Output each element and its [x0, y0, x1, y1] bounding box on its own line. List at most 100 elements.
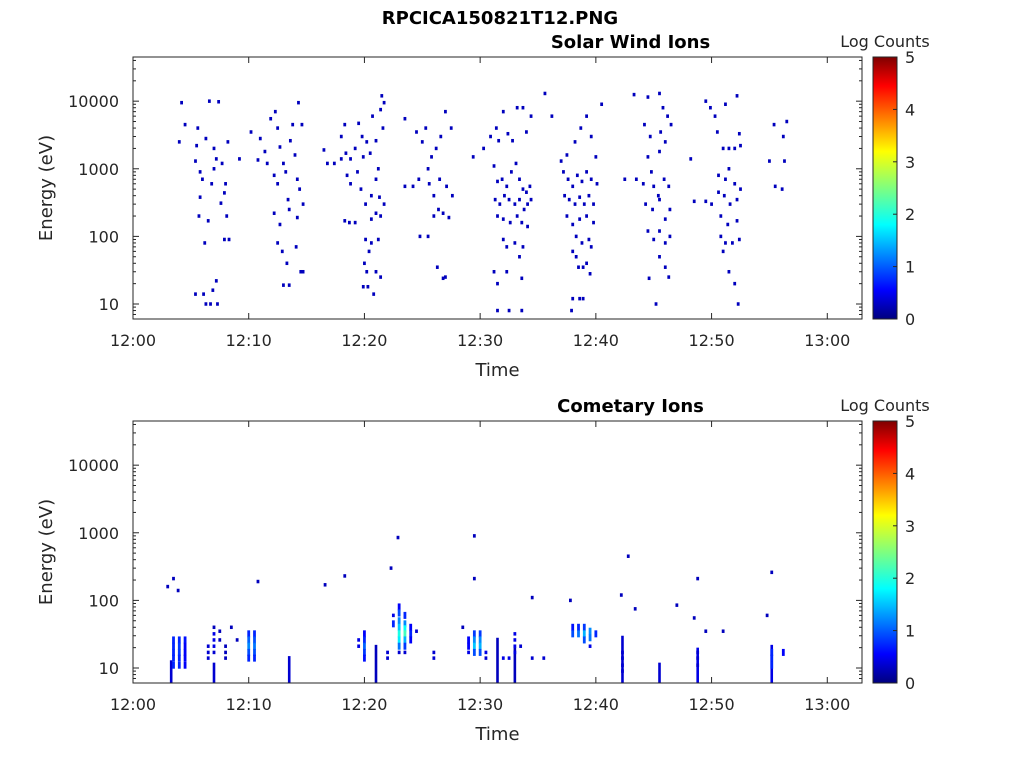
- count-cell: [675, 603, 679, 607]
- count-cell: [411, 184, 415, 189]
- count-cell: [515, 214, 519, 218]
- count-cell: [621, 663, 624, 667]
- count-cell: [449, 126, 453, 130]
- count-cell: [172, 642, 175, 650]
- count-cell: [737, 237, 741, 242]
- count-cell: [520, 220, 524, 225]
- count-cell: [658, 254, 661, 259]
- count-cell: [224, 656, 227, 660]
- count-cell: [646, 95, 650, 99]
- count-cell: [273, 109, 277, 114]
- count-cell: [647, 276, 651, 281]
- count-cell: [577, 630, 580, 638]
- count-cell: [415, 130, 418, 134]
- colorbar-label: Log Counts: [840, 396, 930, 415]
- count-cell: [472, 636, 476, 644]
- count-cell: [529, 197, 533, 202]
- count-cell: [386, 656, 389, 660]
- colorbar: [872, 56, 898, 320]
- solar-wind-ions-panel: 12:00 12:10 12:20 12:30 12:40 12:50 13:0010100…: [36, 32, 930, 381]
- count-cell: [432, 193, 436, 198]
- count-cell: [626, 554, 630, 558]
- count-cell: [374, 211, 378, 215]
- count-cell: [501, 656, 505, 660]
- count-cell: [496, 179, 499, 184]
- count-cell: [692, 199, 696, 204]
- count-cell: [403, 620, 407, 628]
- count-cell: [592, 202, 595, 206]
- count-cell: [493, 197, 497, 202]
- count-cell: [594, 630, 598, 638]
- count-cell: [249, 130, 253, 134]
- count-cell: [733, 281, 737, 286]
- count-cell: [353, 220, 357, 225]
- count-cell: [378, 195, 381, 199]
- y-tick-label: 1000: [78, 160, 119, 179]
- count-cell: [332, 161, 336, 166]
- count-cell: [427, 182, 431, 186]
- x-tick-label: 12:20: [341, 695, 387, 714]
- count-cell: [450, 193, 454, 198]
- count-cell: [765, 613, 769, 618]
- colorbar-tick-label: 3: [905, 517, 915, 536]
- count-cell: [581, 265, 585, 269]
- count-cell: [430, 155, 433, 159]
- y-tick-label: 10: [99, 659, 119, 678]
- count-cell: [263, 149, 267, 154]
- count-cell: [372, 292, 376, 296]
- count-cell: [582, 630, 586, 638]
- count-cell: [298, 187, 302, 191]
- count-cell: [183, 636, 187, 644]
- count-cell: [719, 234, 723, 239]
- count-cell: [589, 245, 593, 249]
- count-cell: [177, 648, 181, 656]
- count-cell: [501, 109, 505, 114]
- count-cell: [265, 161, 269, 166]
- count-cell: [773, 184, 777, 189]
- count-cell: [780, 187, 784, 191]
- count-cell: [501, 217, 505, 221]
- count-cell: [513, 632, 517, 636]
- count-cell: [397, 636, 401, 644]
- count-cell: [571, 222, 575, 227]
- count-cell: [280, 249, 284, 254]
- count-cell: [585, 261, 588, 266]
- count-cell: [658, 229, 661, 233]
- x-tick-label: 12:20: [341, 331, 387, 350]
- count-cell: [739, 187, 742, 191]
- x-tick-label: 12:00: [110, 331, 156, 350]
- count-cell: [382, 100, 386, 105]
- count-cell: [770, 648, 774, 656]
- count-column: [496, 637, 499, 683]
- count-cell: [505, 269, 509, 274]
- y-tick-label: 10: [99, 295, 119, 314]
- count-cell: [721, 146, 725, 151]
- count-cell: [212, 650, 216, 655]
- count-cell: [203, 241, 207, 245]
- colorbar-tick-label: 5: [905, 48, 915, 67]
- count-cell: [441, 276, 445, 281]
- count-cell: [379, 107, 383, 112]
- count-cell: [183, 654, 187, 662]
- count-cell: [380, 94, 384, 98]
- count-cell: [403, 642, 407, 650]
- count-cell: [343, 574, 347, 578]
- count-cell: [721, 629, 725, 633]
- count-cell: [492, 164, 496, 168]
- count-cell: [573, 202, 577, 206]
- count-cell: [397, 609, 401, 617]
- count-cell: [435, 265, 439, 269]
- count-cell: [634, 177, 638, 181]
- count-cell: [529, 114, 533, 118]
- count-cell: [282, 161, 285, 166]
- count-cell: [212, 644, 216, 648]
- count-cell: [578, 195, 582, 199]
- y-tick-label: 10000: [68, 92, 119, 111]
- count-cell: [519, 644, 523, 648]
- count-cell: [577, 265, 580, 269]
- count-cell: [389, 566, 393, 570]
- count-cell: [496, 214, 499, 218]
- count-cell: [349, 182, 352, 186]
- count-cell: [369, 241, 373, 245]
- count-cell: [183, 642, 187, 650]
